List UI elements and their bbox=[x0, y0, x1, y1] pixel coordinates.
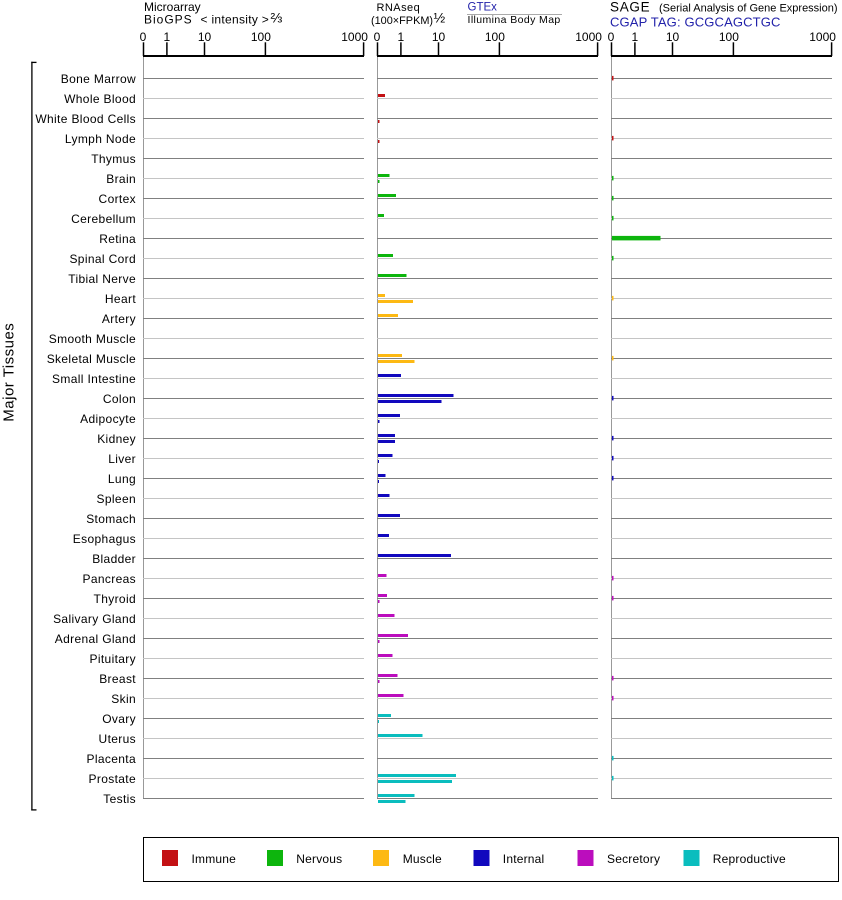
svg-text:0: 0 bbox=[140, 30, 147, 44]
svg-text:Adrenal Gland: Adrenal Gland bbox=[55, 632, 136, 646]
svg-text:Reproductive: Reproductive bbox=[713, 852, 786, 866]
svg-text:Artery: Artery bbox=[102, 312, 136, 326]
svg-text:Pancreas: Pancreas bbox=[83, 572, 137, 586]
svg-text:Adipocyte: Adipocyte bbox=[80, 412, 136, 426]
svg-text:½: ½ bbox=[434, 10, 446, 26]
svg-text:Bladder: Bladder bbox=[92, 552, 136, 566]
svg-text:Thymus: Thymus bbox=[91, 152, 136, 166]
svg-text:10: 10 bbox=[432, 30, 446, 44]
svg-text:Prostate: Prostate bbox=[89, 772, 137, 786]
svg-text:100: 100 bbox=[251, 30, 271, 44]
svg-text:Skeletal Muscle: Skeletal Muscle bbox=[47, 352, 136, 366]
svg-text:Spleen: Spleen bbox=[97, 492, 136, 506]
svg-text:Salivary Gland: Salivary Gland bbox=[53, 612, 136, 626]
svg-text:Esophagus: Esophagus bbox=[73, 532, 136, 546]
svg-text:CGAP TAG: GCGCAGCTGC: CGAP TAG: GCGCAGCTGC bbox=[610, 15, 781, 30]
svg-text:SAGE: SAGE bbox=[610, 0, 650, 15]
svg-text:Colon: Colon bbox=[103, 392, 136, 406]
svg-text:Muscle: Muscle bbox=[403, 852, 442, 866]
svg-text:RNAseq: RNAseq bbox=[377, 2, 421, 14]
svg-text:Whole Blood: Whole Blood bbox=[64, 92, 136, 106]
svg-text:BioGPS: BioGPS bbox=[144, 13, 193, 27]
svg-text:(Serial Analysis of Gene Expre: (Serial Analysis of Gene Expression) bbox=[659, 3, 838, 15]
svg-text:Placenta: Placenta bbox=[87, 752, 137, 766]
svg-text:1000: 1000 bbox=[575, 30, 602, 44]
svg-text:1: 1 bbox=[398, 30, 405, 44]
svg-text:Tibial Nerve: Tibial Nerve bbox=[68, 272, 136, 286]
svg-text:GTEx: GTEx bbox=[468, 2, 498, 14]
svg-text:Small Intestine: Small Intestine bbox=[52, 372, 136, 386]
svg-text:White Blood Cells: White Blood Cells bbox=[35, 112, 136, 126]
svg-text:Microarray: Microarray bbox=[144, 0, 201, 14]
svg-text:Immune: Immune bbox=[192, 852, 237, 866]
svg-text:1: 1 bbox=[632, 30, 639, 44]
svg-text:Nervous: Nervous bbox=[296, 852, 342, 866]
svg-text:Heart: Heart bbox=[105, 292, 136, 306]
svg-text:Thyroid: Thyroid bbox=[94, 592, 136, 606]
svg-text:Bone Marrow: Bone Marrow bbox=[61, 72, 136, 86]
svg-text:Stomach: Stomach bbox=[86, 512, 136, 526]
svg-text:Brain: Brain bbox=[106, 172, 136, 186]
svg-text:Lung: Lung bbox=[108, 472, 136, 486]
svg-text:Retina: Retina bbox=[99, 232, 136, 246]
svg-text:< intensity >: < intensity > bbox=[201, 13, 270, 27]
svg-text:100: 100 bbox=[485, 30, 505, 44]
svg-text:Ovary: Ovary bbox=[102, 712, 136, 726]
svg-text:(100×FPKM): (100×FPKM) bbox=[371, 15, 433, 27]
svg-text:1000: 1000 bbox=[809, 30, 836, 44]
svg-text:Liver: Liver bbox=[108, 452, 136, 466]
svg-text:Illumina Body Map: Illumina Body Map bbox=[468, 14, 561, 26]
svg-text:0: 0 bbox=[374, 30, 381, 44]
svg-text:Spinal Cord: Spinal Cord bbox=[69, 252, 136, 266]
svg-text:Smooth Muscle: Smooth Muscle bbox=[49, 332, 136, 346]
svg-text:Testis: Testis bbox=[103, 792, 136, 806]
svg-text:Pituitary: Pituitary bbox=[90, 652, 137, 666]
svg-text:Breast: Breast bbox=[99, 672, 136, 686]
svg-text:Cortex: Cortex bbox=[99, 192, 136, 206]
svg-text:Skin: Skin bbox=[111, 692, 136, 706]
svg-text:Lymph Node: Lymph Node bbox=[65, 132, 136, 146]
svg-text:Internal: Internal bbox=[503, 852, 545, 866]
svg-text:Secretory: Secretory bbox=[607, 852, 660, 866]
svg-text:⅔: ⅔ bbox=[271, 10, 283, 26]
svg-text:0: 0 bbox=[608, 30, 615, 44]
svg-text:Kidney: Kidney bbox=[97, 432, 136, 446]
svg-text:10: 10 bbox=[666, 30, 680, 44]
svg-text:Cerebellum: Cerebellum bbox=[71, 212, 136, 226]
svg-text:100: 100 bbox=[719, 30, 739, 44]
svg-text:10: 10 bbox=[198, 30, 212, 44]
svg-text:1: 1 bbox=[164, 30, 171, 44]
svg-text:Uterus: Uterus bbox=[99, 732, 136, 746]
svg-text:1000: 1000 bbox=[341, 30, 368, 44]
svg-text:Major Tissues: Major Tissues bbox=[1, 323, 18, 422]
